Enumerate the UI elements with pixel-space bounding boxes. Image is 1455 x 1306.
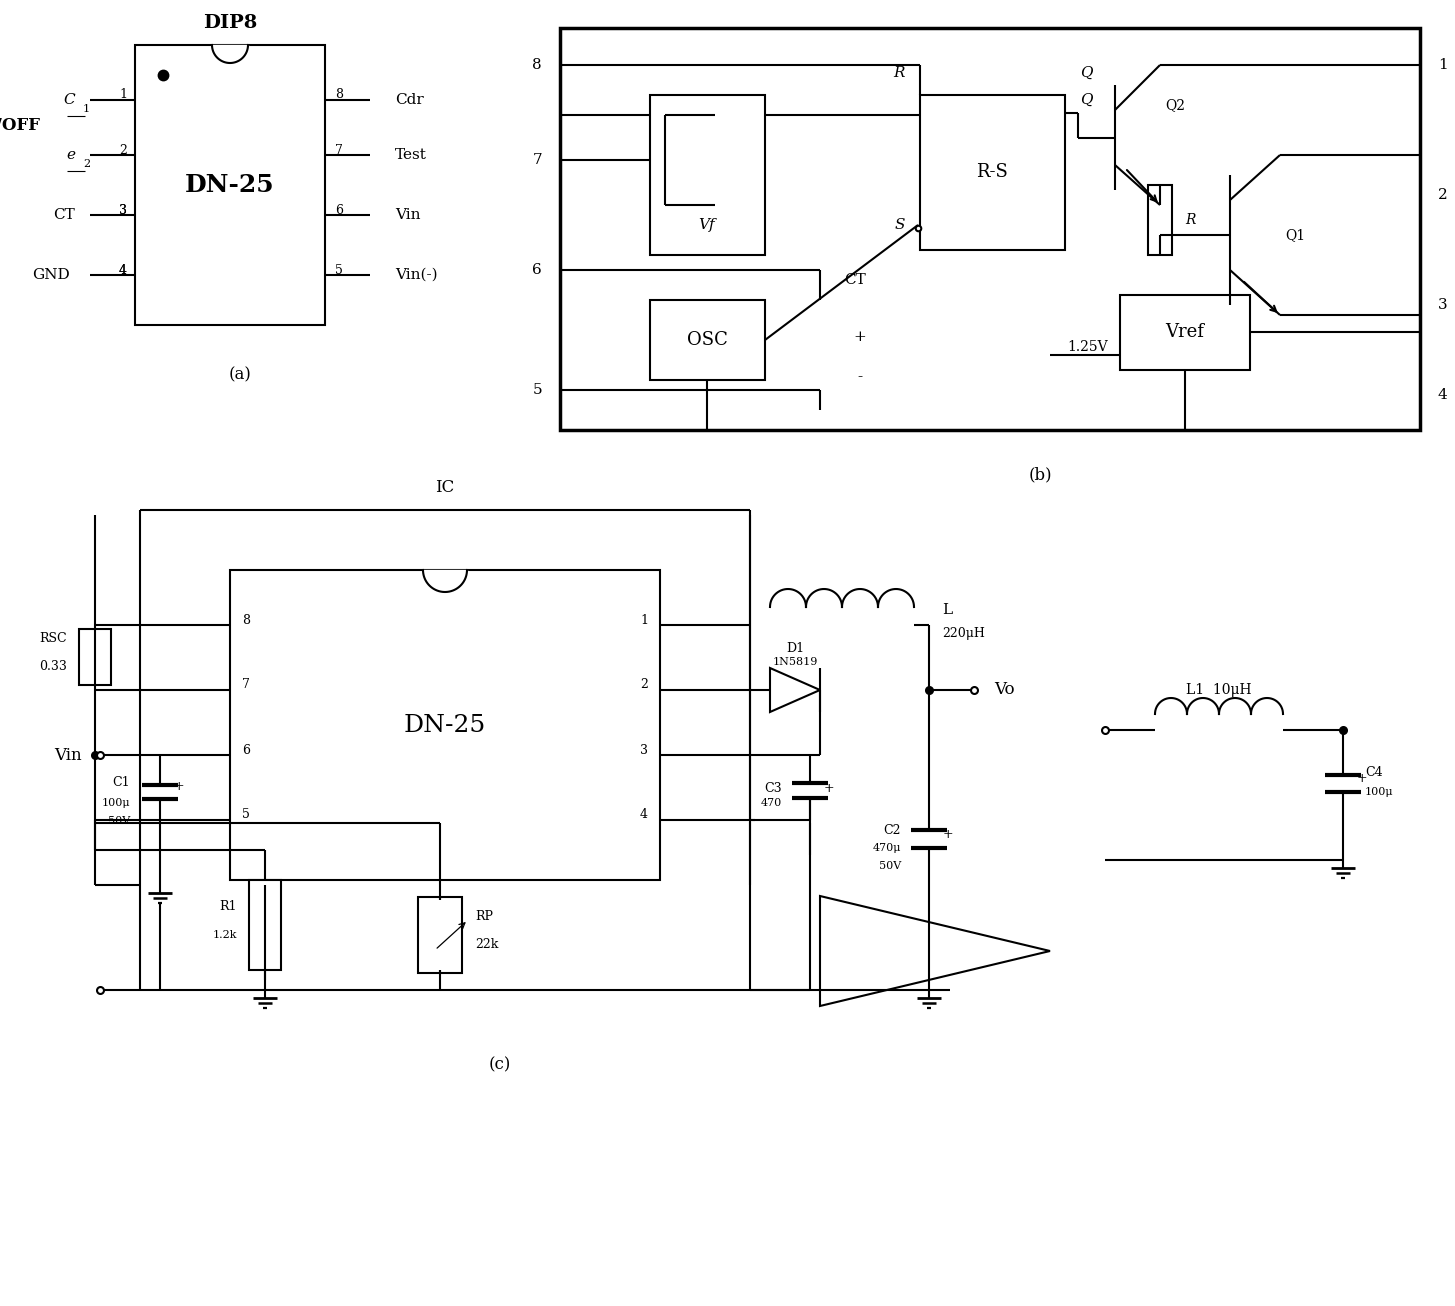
Text: 50V: 50V [879, 861, 901, 871]
Text: DN-25: DN-25 [404, 713, 486, 737]
Text: 2: 2 [119, 144, 127, 157]
Text: 1: 1 [119, 89, 127, 102]
Text: Vin: Vin [394, 208, 420, 222]
Text: RP: RP [474, 910, 493, 923]
Polygon shape [821, 896, 1051, 1006]
Text: 6: 6 [533, 263, 543, 277]
Text: R: R [1184, 213, 1196, 227]
Text: 3: 3 [119, 204, 127, 217]
Text: +: + [1358, 772, 1368, 785]
Text: 8: 8 [242, 614, 250, 627]
Text: Q2: Q2 [1165, 98, 1184, 112]
Text: 6: 6 [335, 204, 343, 217]
Text: +: + [824, 781, 835, 794]
Text: Vref: Vref [1165, 323, 1205, 341]
Text: 3: 3 [640, 743, 647, 756]
Text: 100μ: 100μ [1365, 788, 1394, 797]
Bar [1120, 295, 1250, 370]
Bar [418, 897, 463, 973]
Text: 1: 1 [1438, 57, 1448, 72]
Text: Cdr: Cdr [394, 93, 423, 107]
Text: OSC: OSC [687, 330, 728, 349]
Text: 1.25V: 1.25V [1068, 340, 1109, 354]
Text: C4: C4 [1365, 765, 1382, 778]
Text: Vin: Vin [54, 747, 81, 764]
Bar [249, 880, 281, 970]
Text: 6: 6 [242, 743, 250, 756]
Text: +: + [854, 330, 866, 343]
Text: 8: 8 [533, 57, 543, 72]
Text: Vin(-): Vin(-) [394, 268, 438, 282]
Text: 2: 2 [83, 159, 90, 168]
Text: 50V: 50V [108, 816, 129, 825]
Text: D1: D1 [786, 641, 805, 654]
Text: C3: C3 [764, 781, 781, 794]
Text: GND: GND [32, 268, 70, 282]
Text: CT: CT [54, 208, 76, 222]
Text: ON/OFF: ON/OFF [0, 116, 39, 133]
Text: 22k: 22k [474, 939, 499, 952]
Bar [650, 300, 765, 380]
Text: 2: 2 [1438, 188, 1448, 202]
Text: Test: Test [394, 148, 426, 162]
Text: (c): (c) [489, 1057, 511, 1074]
Text: DN-25: DN-25 [185, 172, 275, 197]
Bar [920, 95, 1065, 249]
Text: L1  10μH: L1 10μH [1186, 683, 1251, 697]
Text: 4: 4 [640, 808, 647, 821]
Bar [230, 569, 661, 880]
Text: C2: C2 [883, 824, 901, 837]
Text: Q: Q [1080, 67, 1093, 80]
Text: CT: CT [844, 273, 866, 287]
Text: 2: 2 [640, 679, 647, 691]
Text: -: - [857, 370, 863, 384]
Text: 7: 7 [335, 144, 343, 157]
Text: 5: 5 [242, 808, 250, 821]
Text: Q: Q [1080, 93, 1093, 107]
Text: R-S: R-S [976, 163, 1008, 182]
Text: 4: 4 [119, 264, 127, 277]
Text: 1N5819: 1N5819 [773, 657, 818, 667]
Bar [560, 27, 1420, 430]
Text: e: e [65, 148, 76, 162]
Text: +: + [943, 828, 953, 841]
Polygon shape [770, 667, 821, 712]
Text: R: R [893, 67, 905, 80]
Text: 5: 5 [533, 383, 543, 397]
Text: 4: 4 [119, 264, 127, 277]
Text: 1.2k: 1.2k [212, 930, 237, 940]
Bar [135, 44, 324, 325]
Text: 1: 1 [83, 104, 90, 114]
Bar [650, 95, 765, 255]
Text: 7: 7 [533, 153, 543, 167]
Text: 3: 3 [1438, 298, 1448, 312]
Text: IC: IC [435, 479, 454, 496]
Text: Q1: Q1 [1285, 229, 1305, 242]
Text: 8: 8 [335, 89, 343, 102]
Text: 3: 3 [119, 204, 127, 217]
Text: Vo: Vo [994, 682, 1014, 699]
Text: 470μ: 470μ [873, 842, 901, 853]
Text: 220μH: 220μH [941, 627, 985, 640]
Text: 100μ: 100μ [102, 798, 129, 808]
Bar [79, 629, 111, 686]
Text: DIP8: DIP8 [202, 14, 258, 33]
Text: Vf: Vf [698, 218, 716, 232]
Text: S: S [895, 218, 905, 232]
Text: L: L [941, 603, 952, 616]
Text: +: + [175, 781, 185, 794]
Text: R1: R1 [220, 901, 237, 913]
Text: 470: 470 [761, 798, 781, 808]
Bar [1148, 185, 1171, 255]
Text: 5: 5 [335, 264, 343, 277]
Text: C: C [64, 93, 76, 107]
Text: (a): (a) [228, 367, 252, 384]
Text: 0.33: 0.33 [39, 661, 67, 674]
Text: (b): (b) [1029, 466, 1052, 483]
Text: 4: 4 [1438, 388, 1448, 402]
Text: 1: 1 [640, 614, 647, 627]
Text: C1: C1 [112, 777, 129, 790]
Text: 7: 7 [242, 679, 250, 691]
Text: RSC: RSC [39, 632, 67, 645]
